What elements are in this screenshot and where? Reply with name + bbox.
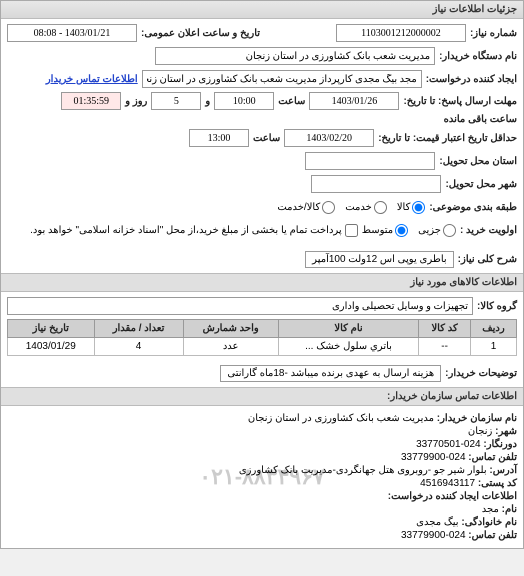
cell-code: -- bbox=[419, 338, 471, 356]
cell-row: 1 bbox=[470, 338, 516, 356]
time-label-1: ساعت bbox=[278, 96, 305, 107]
deadline-time-input[interactable] bbox=[214, 92, 274, 110]
deal-med-label: متوسط bbox=[362, 225, 393, 236]
class-label: طبقه بندی موضوعی: bbox=[429, 202, 517, 213]
cell-qty: 4 bbox=[94, 338, 183, 356]
cphone-label: تلفن تماس: bbox=[468, 530, 517, 541]
province-label: استان محل تحویل: bbox=[439, 156, 517, 167]
addr-label: آدرس: bbox=[489, 465, 517, 476]
cell-name: باتري سلول خشک ... bbox=[278, 338, 418, 356]
validity-time-input[interactable] bbox=[189, 129, 249, 147]
remain-time-input[interactable] bbox=[61, 92, 121, 110]
cname-value: مجد bbox=[482, 504, 499, 515]
table-header-row: ردیف کد کالا نام کالا واحد شمارش تعداد /… bbox=[8, 320, 517, 338]
fax-value: 024-33770501 bbox=[416, 439, 481, 450]
cphone-value: 024-33779900 bbox=[401, 530, 466, 541]
deadline-label: مهلت ارسال پاسخ: تا تاریخ: bbox=[403, 96, 517, 107]
validity-label: حداقل تاریخ اعتبار قیمت: تا تاریخ: bbox=[378, 133, 517, 144]
class-service-label: خدمت bbox=[345, 202, 372, 213]
cname-label: نام: bbox=[502, 504, 517, 515]
class-service-radio[interactable] bbox=[374, 201, 387, 214]
deal-small-radio[interactable] bbox=[443, 224, 456, 237]
need-no-input[interactable] bbox=[336, 24, 466, 42]
class-radio-group: کالا خدمت کالا/خدمت bbox=[277, 201, 425, 214]
class-goods-radio[interactable] bbox=[412, 201, 425, 214]
desc-value: باطری یوپی اس 12ولت 100آمپر bbox=[305, 251, 454, 268]
clname-label: نام خانوادگی: bbox=[461, 517, 517, 528]
table-row[interactable]: 1 -- باتري سلول خشک ... عدد 4 1403/01/29 bbox=[8, 338, 517, 356]
remain-days-input[interactable] bbox=[151, 92, 201, 110]
creator-label: ایجاد کننده درخواست: bbox=[426, 74, 517, 85]
ccity-label: شهر: bbox=[495, 426, 517, 437]
announce-input[interactable] bbox=[7, 24, 137, 42]
need-no-label: شماره نیاز: bbox=[470, 28, 517, 39]
post-value: 4516943117 bbox=[420, 478, 475, 489]
creator-title: اطلاعات ایجاد کننده درخواست: bbox=[388, 491, 517, 502]
col-date: تاریخ نیاز bbox=[8, 320, 95, 338]
col-qty: تعداد / مقدار bbox=[94, 320, 183, 338]
main-form: شماره نیاز: تاریخ و ساعت اعلان عمومی: نا… bbox=[1, 19, 523, 273]
col-unit: واحد شمارش bbox=[183, 320, 278, 338]
addr-value: بلوار شیر جو -روبروی هتل جهانگردی-مدیریت… bbox=[239, 465, 487, 476]
details-window: جزئیات اطلاعات نیاز شماره نیاز: تاریخ و … bbox=[0, 0, 524, 549]
org-label: نام سازمان خریدار: bbox=[437, 413, 517, 424]
city-label: شهر محل تحویل: bbox=[445, 179, 517, 190]
col-row: ردیف bbox=[470, 320, 516, 338]
deal-small-label: جزیی bbox=[418, 225, 441, 236]
cell-unit: عدد bbox=[183, 338, 278, 356]
deal-med-radio[interactable] bbox=[395, 224, 408, 237]
group-label: گروه کالا: bbox=[477, 301, 517, 312]
class-both-label: کالا/خدمت bbox=[277, 202, 320, 213]
fax-label: دورنگار: bbox=[483, 439, 517, 450]
cell-date: 1403/01/29 bbox=[8, 338, 95, 356]
deadline-date-input[interactable] bbox=[309, 92, 399, 110]
post-label: کد پستی: bbox=[478, 478, 517, 489]
time-label-2: ساعت bbox=[253, 133, 280, 144]
province-input[interactable] bbox=[305, 152, 435, 170]
remain-label: ساعت باقی مانده bbox=[444, 114, 517, 125]
treasury-note: پرداخت تمام یا بخشی از مبلغ خرید،از محل … bbox=[30, 225, 342, 236]
desc-label: شرح کلی نیاز: bbox=[458, 254, 517, 265]
items-table: ردیف کد کالا نام کالا واحد شمارش تعداد /… bbox=[7, 319, 517, 356]
class-both-radio[interactable] bbox=[322, 201, 335, 214]
validity-date-input[interactable] bbox=[284, 129, 374, 147]
treasury-checkbox[interactable] bbox=[345, 224, 358, 237]
phone-label: تلفن تماس: bbox=[468, 452, 517, 463]
window-title: جزئیات اطلاعات نیاز bbox=[1, 1, 523, 19]
ccity-value: زنجان bbox=[468, 426, 492, 437]
phone-value: 024-33779900 bbox=[401, 452, 466, 463]
org-value: مدیریت شعب بانک کشاورزی در استان زنجان bbox=[248, 413, 434, 424]
items-section-header: اطلاعات کالاهای مورد نیاز bbox=[1, 273, 523, 292]
col-name: نام کالا bbox=[278, 320, 418, 338]
announce-label: تاریخ و ساعت اعلان عمومی: bbox=[141, 28, 260, 39]
class-goods-label: کالا bbox=[397, 202, 411, 213]
clname-value: بیگ مجدی bbox=[416, 517, 458, 528]
notes-value: هزینه ارسال به عهدی برنده میباشد -18ماه … bbox=[220, 365, 441, 382]
group-input[interactable] bbox=[7, 297, 473, 315]
col-code: کد کالا bbox=[419, 320, 471, 338]
buyer-contact-link[interactable]: اطلاعات تماس خریدار bbox=[46, 74, 138, 85]
notes-label: توضیحات خریدار: bbox=[445, 368, 517, 379]
dev-name-label: نام دستگاه خریدار: bbox=[439, 51, 517, 62]
deal-label: اولویت خرید : bbox=[460, 225, 517, 236]
contact-section: ۰۲۱-۸۸۳۴۹۶۷ نام سازمان خریدار: مدیریت شع… bbox=[1, 406, 523, 548]
city-input[interactable] bbox=[311, 175, 441, 193]
day-label: روز و bbox=[125, 96, 147, 107]
creator-input[interactable] bbox=[142, 70, 422, 88]
dev-name-input[interactable] bbox=[155, 47, 435, 65]
contact-section-header: اطلاعات تماس سازمان خریدار: bbox=[1, 387, 523, 406]
and-label: و bbox=[205, 96, 210, 107]
deal-radio-group: جزیی متوسط bbox=[362, 224, 456, 237]
